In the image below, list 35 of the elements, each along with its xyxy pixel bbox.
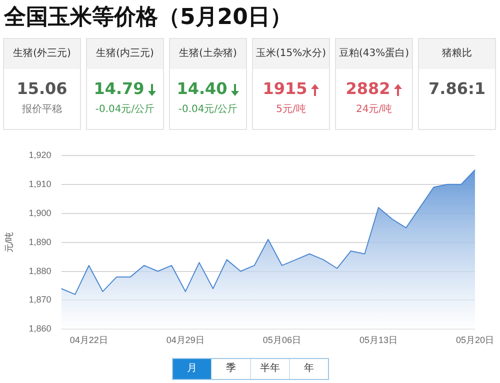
text: 全国玉米等价格（5月20日） [4, 4, 292, 32]
y-tick-label: 1,900 [28, 208, 52, 218]
x-tick-label: 05月06日 [262, 335, 301, 346]
text: 15.06 [16, 79, 68, 98]
y-tick-label: 1,910 [28, 178, 52, 189]
y-tick-label: 1,860 [28, 324, 52, 334]
text: 生猪(内三元) [87, 39, 163, 69]
text: 玉米(15%水分) [253, 39, 329, 69]
text: 猪粮比 [419, 39, 495, 69]
y-tick-label: 1,920 [28, 150, 52, 160]
text: 报价平稳 [21, 102, 63, 116]
text: 14.79 [94, 79, 144, 98]
x-tick-label: 04月29日 [166, 335, 204, 346]
y-tick-label: 1,890 [28, 236, 52, 247]
y-tick-label: 1,880 [28, 266, 52, 276]
y-tick-label: 1,870 [28, 294, 52, 305]
text: -0.04元/公斤 [177, 102, 239, 116]
x-tick-label: 04月22日 [70, 335, 108, 346]
text: 豆粕(43%蛋白) [336, 39, 412, 69]
text: 1915 [262, 79, 308, 98]
text: 5元/吨 [275, 102, 307, 116]
text: 年 [289, 359, 328, 379]
text: 24元/吨 [354, 102, 394, 116]
text: -0.04元/公斤 [94, 102, 156, 116]
x-tick-label: 05月20日 [456, 335, 494, 346]
text: 季 [211, 359, 250, 379]
text: 14.40 [176, 79, 228, 98]
text: 生猪(外三元) [4, 39, 80, 69]
text: 2882 [346, 79, 390, 98]
text: 7.86:1 [428, 79, 486, 98]
y-axis-title: 元/吨 [4, 232, 14, 253]
text: 半年 [250, 359, 289, 379]
text: 月 [173, 359, 211, 379]
text: 生猪(土杂猪) [170, 39, 246, 69]
x-tick-label: 05月13日 [359, 335, 398, 346]
